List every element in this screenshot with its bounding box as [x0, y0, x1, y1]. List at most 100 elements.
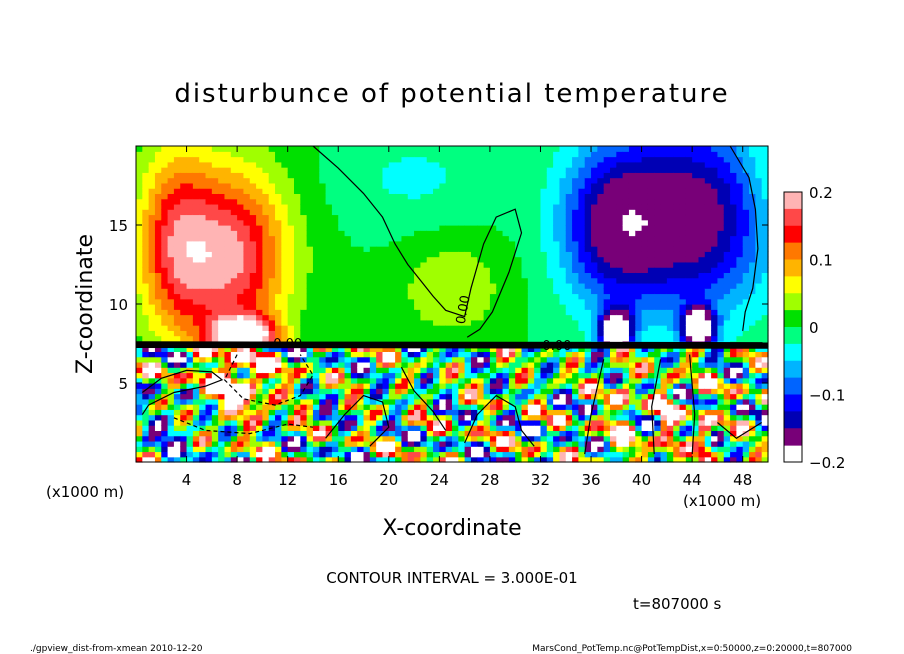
heatmap-cell [439, 419, 447, 426]
heatmap-cell [205, 172, 213, 179]
heatmap-cell [249, 272, 257, 279]
heatmap-cell [312, 282, 320, 289]
heatmap-cell [654, 404, 662, 410]
heatmap-cell [521, 456, 529, 463]
heatmap-cell [294, 456, 301, 463]
heatmap-cell [420, 235, 428, 242]
heatmap-cell [534, 446, 542, 453]
heatmap-cell [489, 393, 497, 400]
heatmap-cell [420, 451, 428, 458]
heatmap-cell [470, 425, 478, 431]
heatmap-cell [546, 404, 554, 410]
heatmap-cell [628, 356, 636, 363]
heatmap-cell [312, 309, 320, 316]
heatmap-cell [452, 219, 459, 226]
heatmap-cell [654, 304, 662, 310]
heatmap-cell [161, 456, 169, 463]
heatmap-cell [489, 193, 497, 200]
heatmap-cell [502, 335, 510, 342]
heatmap-cell [249, 414, 257, 421]
heatmap-cell [306, 351, 314, 358]
heatmap-cell [363, 267, 371, 273]
heatmap-cell [515, 456, 523, 463]
heatmap-cell [281, 209, 289, 216]
heatmap-cell [420, 246, 428, 252]
heatmap-cell [420, 414, 428, 421]
heatmap-cell [136, 425, 143, 431]
heatmap-cell [458, 435, 466, 442]
heatmap-cell [534, 361, 542, 368]
heatmap-cell [628, 393, 636, 400]
heatmap-cell [584, 156, 592, 163]
heatmap-cell [647, 293, 655, 300]
heatmap-cell [243, 193, 251, 200]
heatmap-cell [287, 440, 295, 447]
heatmap-cell [338, 351, 346, 358]
heatmap-cell [654, 230, 662, 237]
heatmap-cell [660, 398, 668, 405]
heatmap-cell [628, 372, 636, 379]
heatmap-cell [660, 414, 668, 421]
heatmap-cell [622, 188, 630, 194]
heatmap-cell [325, 451, 333, 458]
heatmap-cell [534, 404, 542, 410]
heatmap-cell [287, 383, 295, 389]
heatmap-cell [218, 182, 226, 189]
heatmap-cell [515, 372, 523, 379]
heatmap-cell [515, 161, 523, 168]
heatmap-cell [401, 203, 409, 210]
heatmap-cell [521, 440, 529, 447]
heatmap-cell [647, 256, 655, 263]
heatmap-cell [407, 419, 415, 426]
heatmap-cell [363, 372, 371, 379]
heatmap-cell [350, 314, 358, 321]
heatmap-cell [357, 404, 365, 410]
heatmap-cell [420, 151, 428, 158]
heatmap-cell [565, 225, 573, 231]
heatmap-cell [572, 267, 579, 273]
heatmap-cell [331, 404, 339, 410]
heatmap-cell [281, 298, 289, 305]
heatmap-cell [527, 167, 535, 173]
heatmap-cell [331, 309, 339, 316]
heatmap-cell [433, 161, 440, 168]
heatmap-cell [458, 256, 466, 263]
heatmap-cell [572, 419, 579, 426]
heatmap-cell [224, 272, 232, 279]
heatmap-cell [319, 177, 327, 184]
heatmap-cell [312, 440, 320, 447]
heatmap-cell [363, 446, 371, 453]
heatmap-cell [641, 330, 649, 337]
heatmap-cell [167, 335, 175, 342]
heatmap-cell [363, 346, 371, 352]
heatmap-cell [452, 209, 459, 216]
heatmap-cell [218, 240, 226, 247]
heatmap-cell [294, 182, 301, 189]
heatmap-cell [249, 356, 257, 363]
heatmap-cell [395, 393, 403, 400]
heatmap-cell [489, 167, 497, 173]
heatmap-cell [610, 146, 617, 152]
heatmap-cell [306, 167, 314, 173]
heatmap-cell [180, 451, 188, 458]
heatmap-cell [211, 251, 219, 258]
heatmap-cell [489, 256, 497, 263]
heatmap-cell [584, 193, 592, 200]
heatmap-cell [647, 435, 655, 442]
heatmap-cell [591, 246, 598, 252]
heatmap-cell [515, 398, 523, 405]
heatmap-cell [641, 325, 649, 331]
heatmap-cell [173, 377, 181, 384]
heatmap-cell [224, 372, 232, 379]
heatmap-cell [395, 298, 403, 305]
heatmap-cell [173, 319, 181, 326]
heatmap-cell [173, 419, 181, 426]
heatmap-cell [249, 193, 257, 200]
heatmap-cell [622, 446, 630, 453]
heatmap-cell [281, 151, 289, 158]
heatmap-cell [546, 193, 554, 200]
heatmap-cell [420, 456, 428, 463]
heatmap-cell [243, 209, 251, 216]
heatmap-cell [186, 251, 194, 258]
heatmap-cell [439, 435, 447, 442]
